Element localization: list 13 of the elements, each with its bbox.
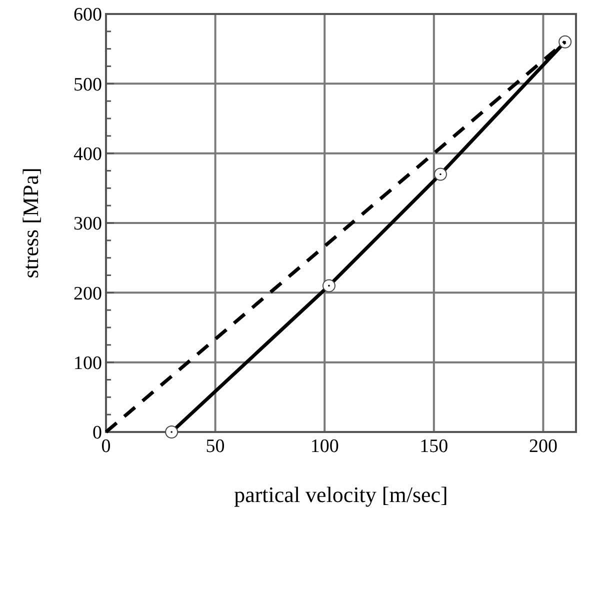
y-tick-label: 300 bbox=[74, 214, 102, 235]
y-tick-label: 200 bbox=[74, 283, 102, 304]
y-axis-title: stress [MPa] bbox=[18, 168, 43, 278]
y-tick-label: 600 bbox=[74, 4, 102, 26]
y-tick-label: 400 bbox=[74, 144, 102, 165]
y-tick-label: 0 bbox=[92, 422, 102, 444]
x-tick-label: 150 bbox=[420, 436, 448, 457]
y-tick-label: 500 bbox=[74, 74, 102, 96]
x-axis-title: partical velocity [m/sec] bbox=[234, 482, 448, 507]
x-tick-label: 200 bbox=[528, 436, 558, 457]
y-tick-label: 100 bbox=[74, 352, 102, 374]
x-tick-label: 100 bbox=[310, 436, 339, 457]
x-tick-label: 50 bbox=[206, 436, 225, 457]
